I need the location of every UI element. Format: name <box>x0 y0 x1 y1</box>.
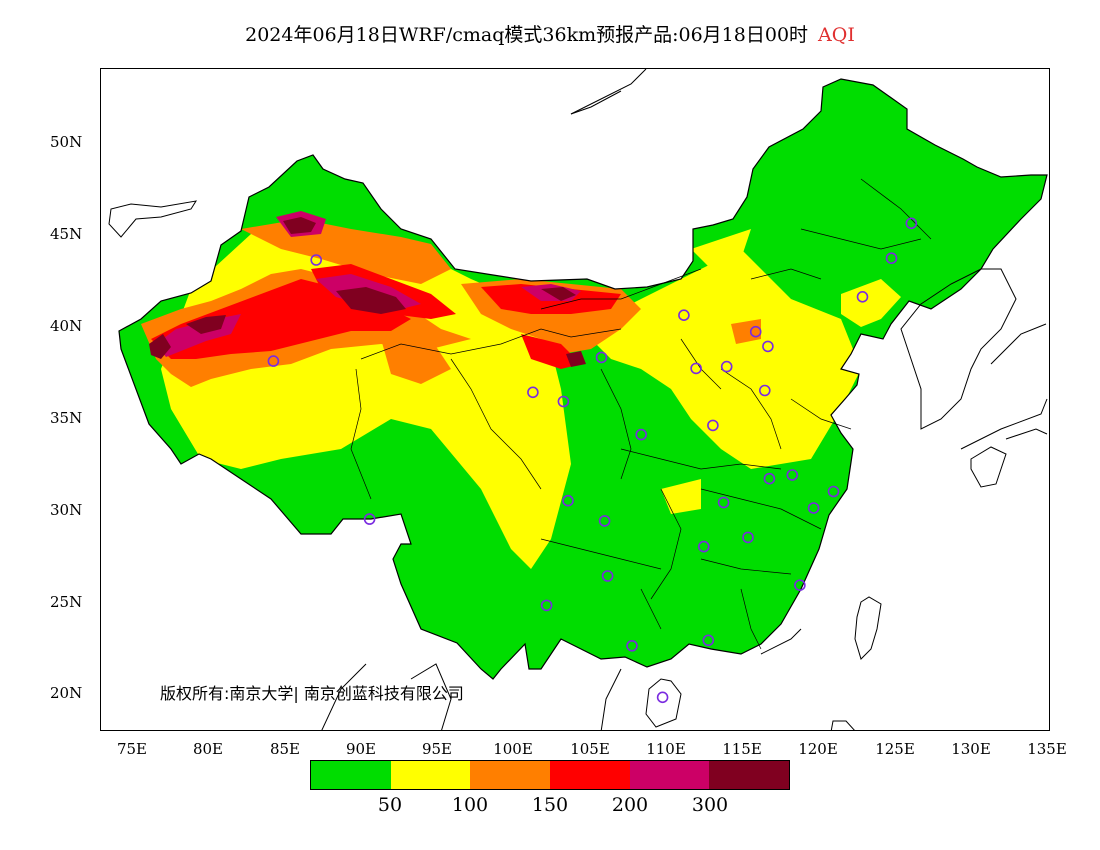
y-tick-label: 50N <box>50 133 83 151</box>
station-marker <box>758 384 771 397</box>
y-tick-label: 25N <box>50 593 83 611</box>
aqi-zone-150-200-hexi <box>521 334 581 369</box>
aqi-zone-100-150-hebei <box>731 319 761 344</box>
x-tick-label: 75E <box>116 740 148 758</box>
station-marker <box>717 496 730 509</box>
station-marker <box>856 291 869 303</box>
station-marker <box>626 639 638 652</box>
station-marker <box>827 485 840 498</box>
station-marker <box>707 419 719 432</box>
legend-label: 150 <box>531 794 569 816</box>
station-marker <box>885 252 898 264</box>
x-tick-label: 80E <box>192 740 224 758</box>
legend-swatch <box>311 761 391 789</box>
station-marker <box>656 691 669 704</box>
x-tick-label: 130E <box>951 740 991 758</box>
x-tick-label: 135E <box>1027 740 1067 758</box>
station-marker <box>527 386 539 399</box>
station-marker <box>749 325 762 338</box>
aqi-zone-300-plus-alxa <box>541 287 576 301</box>
x-tick-label: 95E <box>421 740 453 758</box>
aqi-zone-50-100-north <box>581 249 861 469</box>
station-marker <box>762 340 774 353</box>
station-marker <box>763 472 776 485</box>
title-parameter: AQI <box>818 24 855 46</box>
station-marker <box>786 469 799 481</box>
map-panel <box>100 68 1050 731</box>
station-marker <box>702 634 715 647</box>
x-tick-label: 110E <box>646 740 686 758</box>
aqi-zone-50-100-ne <box>691 229 751 269</box>
legend-label: 300 <box>691 794 729 816</box>
aqi-zone-50-100-bohai <box>841 279 901 327</box>
y-tick-label: 35N <box>50 409 83 427</box>
station-marker <box>363 513 376 525</box>
station-marker <box>635 428 648 441</box>
x-tick-label: 120E <box>798 740 838 758</box>
station-marker <box>905 217 918 230</box>
aqi-zone-300-plus-taklamakan <box>336 287 406 314</box>
x-tick-label: 100E <box>493 740 533 758</box>
x-tick-label: 115E <box>722 740 762 758</box>
station-marker <box>540 599 553 612</box>
station-marker <box>598 515 611 527</box>
station-marker <box>557 395 570 408</box>
y-tick-label: 30N <box>50 501 83 519</box>
legend-label: 100 <box>451 794 489 816</box>
title-text: 2024年06月18日WRF/cmaq模式36km预报产品:06月18日00时 <box>245 24 809 46</box>
station-marker <box>310 254 322 266</box>
legend-swatch <box>629 761 710 789</box>
legend-label: 200 <box>611 794 649 816</box>
x-tick-label: 85E <box>269 740 301 758</box>
neighbor-coastlines <box>108 69 1048 730</box>
map-title: 2024年06月18日WRF/cmaq模式36km预报产品:06月18日00时 A… <box>0 20 1100 50</box>
legend-swatch <box>709 761 790 789</box>
aqi-zone-300-plus-west <box>186 315 226 334</box>
station-marker <box>794 579 806 592</box>
y-tick-label: 20N <box>50 684 83 702</box>
province-borders <box>350 178 932 650</box>
y-tick-label: 40N <box>50 317 83 335</box>
y-tick-label: 45N <box>50 225 83 243</box>
aqi-zone-300-plus-helan <box>566 351 586 367</box>
station-marker <box>697 540 710 553</box>
station-marker <box>562 494 574 507</box>
legend-swatch <box>390 761 471 789</box>
station-marker <box>807 502 820 514</box>
aqi-zone-300-plus-dzungaria <box>283 217 316 234</box>
copyright-text: 版权所有:南京大学| 南京创蓝科技有限公司 <box>160 684 464 703</box>
station-markers <box>267 217 918 704</box>
aqi-map <box>101 69 1049 730</box>
aqi-zone-50-100-central <box>661 479 701 514</box>
station-marker <box>690 362 702 375</box>
legend-swatch <box>470 761 551 789</box>
station-marker <box>742 531 754 544</box>
x-tick-label: 105E <box>570 740 610 758</box>
x-tick-label: 125E <box>875 740 915 758</box>
legend-swatch <box>550 761 630 789</box>
legend-label: 50 <box>377 794 403 816</box>
station-marker <box>601 570 614 582</box>
station-marker <box>720 360 733 373</box>
aqi-zone-300-plus-kashgar <box>149 334 171 359</box>
station-marker <box>595 351 608 364</box>
station-marker <box>678 309 690 321</box>
x-tick-label: 90E <box>345 740 377 758</box>
station-marker <box>267 355 280 367</box>
color-legend <box>310 760 790 790</box>
